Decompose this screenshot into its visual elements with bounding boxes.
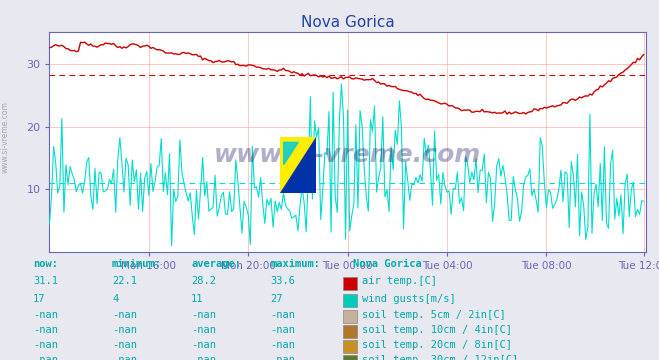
Text: 33.6: 33.6 xyxy=(270,276,295,287)
Text: -nan: -nan xyxy=(33,325,58,335)
Text: -nan: -nan xyxy=(33,340,58,350)
Bar xyxy=(343,310,357,323)
Text: 27: 27 xyxy=(270,293,283,303)
Text: 11: 11 xyxy=(191,293,204,303)
Bar xyxy=(343,277,357,290)
Text: now:: now: xyxy=(33,259,58,269)
Text: -nan: -nan xyxy=(112,355,137,360)
Text: soil temp. 20cm / 8in[C]: soil temp. 20cm / 8in[C] xyxy=(362,340,513,350)
Text: average:: average: xyxy=(191,259,241,269)
Text: 28.2: 28.2 xyxy=(191,276,216,287)
Text: soil temp. 10cm / 4in[C]: soil temp. 10cm / 4in[C] xyxy=(362,325,513,335)
Text: -nan: -nan xyxy=(112,340,137,350)
Text: air temp.[C]: air temp.[C] xyxy=(362,276,438,287)
Text: -nan: -nan xyxy=(191,310,216,320)
Text: -nan: -nan xyxy=(191,355,216,360)
Title: Nova Gorica: Nova Gorica xyxy=(301,15,395,30)
Polygon shape xyxy=(280,137,316,193)
Text: 31.1: 31.1 xyxy=(33,276,58,287)
Bar xyxy=(343,294,357,307)
Polygon shape xyxy=(283,142,298,165)
Text: -nan: -nan xyxy=(270,325,295,335)
Text: maximum:: maximum: xyxy=(270,259,320,269)
Bar xyxy=(343,340,357,354)
Text: minimum:: minimum: xyxy=(112,259,162,269)
Text: -nan: -nan xyxy=(191,340,216,350)
Text: -nan: -nan xyxy=(270,310,295,320)
Text: -nan: -nan xyxy=(112,325,137,335)
Text: -nan: -nan xyxy=(191,325,216,335)
Text: -nan: -nan xyxy=(270,355,295,360)
Text: -nan: -nan xyxy=(270,340,295,350)
Text: -nan: -nan xyxy=(33,310,58,320)
Text: www.si-vreme.com: www.si-vreme.com xyxy=(1,101,10,173)
Bar xyxy=(343,325,357,338)
Text: Nova Gorica: Nova Gorica xyxy=(353,259,421,269)
Bar xyxy=(343,355,357,360)
Text: 17: 17 xyxy=(33,293,45,303)
Polygon shape xyxy=(280,137,316,193)
Text: wind gusts[m/s]: wind gusts[m/s] xyxy=(362,293,456,303)
Text: 22.1: 22.1 xyxy=(112,276,137,287)
Text: www.si-vreme.com: www.si-vreme.com xyxy=(214,143,481,167)
Text: -nan: -nan xyxy=(112,310,137,320)
Text: 4: 4 xyxy=(112,293,118,303)
Text: soil temp. 5cm / 2in[C]: soil temp. 5cm / 2in[C] xyxy=(362,310,506,320)
Text: soil temp. 30cm / 12in[C]: soil temp. 30cm / 12in[C] xyxy=(362,355,519,360)
Text: -nan: -nan xyxy=(33,355,58,360)
